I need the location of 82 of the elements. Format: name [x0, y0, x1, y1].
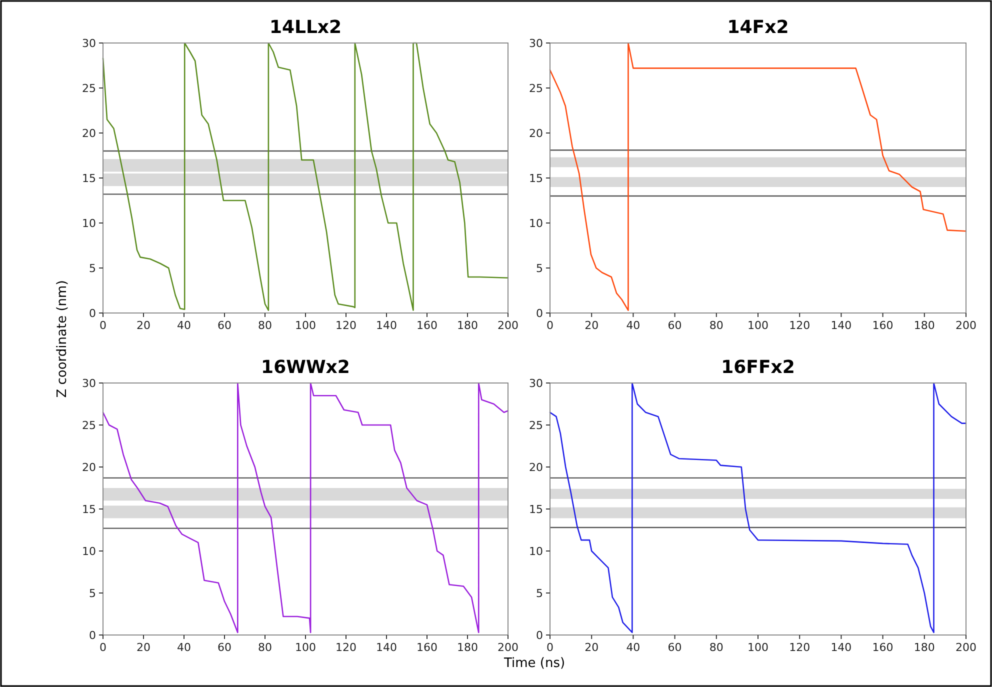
x-tick-label: 200 [498, 641, 518, 654]
y-tick-label: 10 [529, 217, 543, 230]
x-tick-label: 140 [830, 641, 852, 654]
y-tick-label: 25 [82, 82, 96, 95]
y-tick-label: 0 [89, 629, 96, 642]
y-tick-label: 15 [82, 172, 96, 185]
y-tick-label: 20 [529, 127, 543, 140]
x-tick-label: 140 [376, 641, 397, 654]
x-tick-label: 40 [626, 319, 640, 332]
y-tick-label: 15 [82, 503, 96, 516]
line-series [102, 42, 509, 311]
y-tick-label: 25 [529, 82, 543, 95]
y-tick-label: 10 [82, 217, 96, 230]
y-tick-label: 30 [82, 37, 96, 50]
x-tick-label: 160 [416, 319, 438, 332]
x-tick-label: 140 [830, 319, 852, 332]
x-tick-label: 60 [218, 641, 232, 654]
y-tick-label: 30 [82, 377, 96, 390]
chart-title: 14Fx2 [727, 17, 789, 38]
y-tick-label: 25 [529, 419, 543, 432]
x-tick-label: 20 [136, 641, 150, 654]
x-tick-label: 20 [584, 641, 599, 654]
x-tick-label: 180 [914, 319, 935, 332]
x-tick-label: 40 [626, 641, 640, 654]
y-tick-label: 10 [529, 545, 543, 558]
x-tick-label: 20 [584, 319, 599, 332]
y-tick-label: 5 [536, 587, 543, 600]
x-tick-label: 120 [789, 641, 810, 654]
x-tick-label: 40 [177, 319, 191, 332]
y-tick-label: 5 [89, 262, 96, 275]
x-tick-label: 80 [709, 319, 724, 332]
x-tick-label: 180 [457, 641, 478, 654]
y-tick-label: 0 [89, 307, 96, 320]
x-tick-label: 200 [956, 319, 976, 332]
line-series [549, 42, 967, 311]
x-tick-label: 160 [872, 641, 894, 654]
x-tick-label: 60 [668, 641, 682, 654]
y-tick-label: 15 [529, 503, 543, 516]
x-tick-label: 200 [498, 319, 518, 332]
x-axis-title: Time (ns) [502, 656, 566, 671]
x-tick-label: 20 [136, 319, 150, 332]
x-tick-label: 160 [872, 319, 894, 332]
chart-title: 14LLx2 [269, 17, 342, 38]
x-tick-label: 40 [177, 641, 191, 654]
x-tick-label: 80 [258, 319, 272, 332]
chart-title: 16FFx2 [721, 357, 795, 378]
x-tick-label: 160 [416, 641, 438, 654]
line-series [549, 382, 967, 634]
x-tick-label: 120 [336, 319, 356, 332]
y-tick-label: 20 [82, 461, 96, 474]
y-tick-label: 20 [529, 461, 543, 474]
y-tick-label: 0 [536, 307, 543, 320]
x-tick-label: 100 [295, 319, 316, 332]
y-tick-label: 25 [82, 419, 96, 432]
line-series [102, 382, 509, 634]
x-tick-label: 80 [258, 641, 272, 654]
x-tick-label: 120 [789, 319, 810, 332]
x-tick-label: 60 [218, 319, 232, 332]
x-tick-label: 120 [336, 641, 356, 654]
x-tick-label: 100 [295, 641, 316, 654]
y-tick-label: 30 [529, 37, 543, 50]
chart-title: 16WWx2 [261, 357, 350, 378]
x-tick-label: 200 [956, 641, 976, 654]
x-tick-label: 0 [100, 319, 106, 332]
y-tick-label: 5 [536, 262, 543, 275]
x-tick-label: 0 [100, 641, 106, 654]
x-tick-label: 100 [748, 641, 768, 654]
x-tick-label: 140 [376, 319, 397, 332]
x-tick-label: 180 [457, 319, 478, 332]
x-tick-label: 80 [709, 641, 724, 654]
x-tick-label: 60 [668, 319, 682, 332]
y-tick-label: 0 [536, 629, 543, 642]
x-tick-label: 100 [748, 319, 768, 332]
y-tick-label: 10 [82, 545, 96, 558]
x-tick-label: 0 [546, 319, 554, 332]
y-tick-label: 5 [89, 587, 96, 600]
y-tick-label: 15 [529, 172, 543, 185]
x-tick-label: 0 [546, 641, 554, 654]
x-tick-label: 180 [914, 641, 935, 654]
y-tick-label: 30 [529, 377, 543, 390]
y-tick-label: 20 [82, 127, 96, 140]
y-axis-title: Z coordinate (nm) [55, 280, 70, 398]
